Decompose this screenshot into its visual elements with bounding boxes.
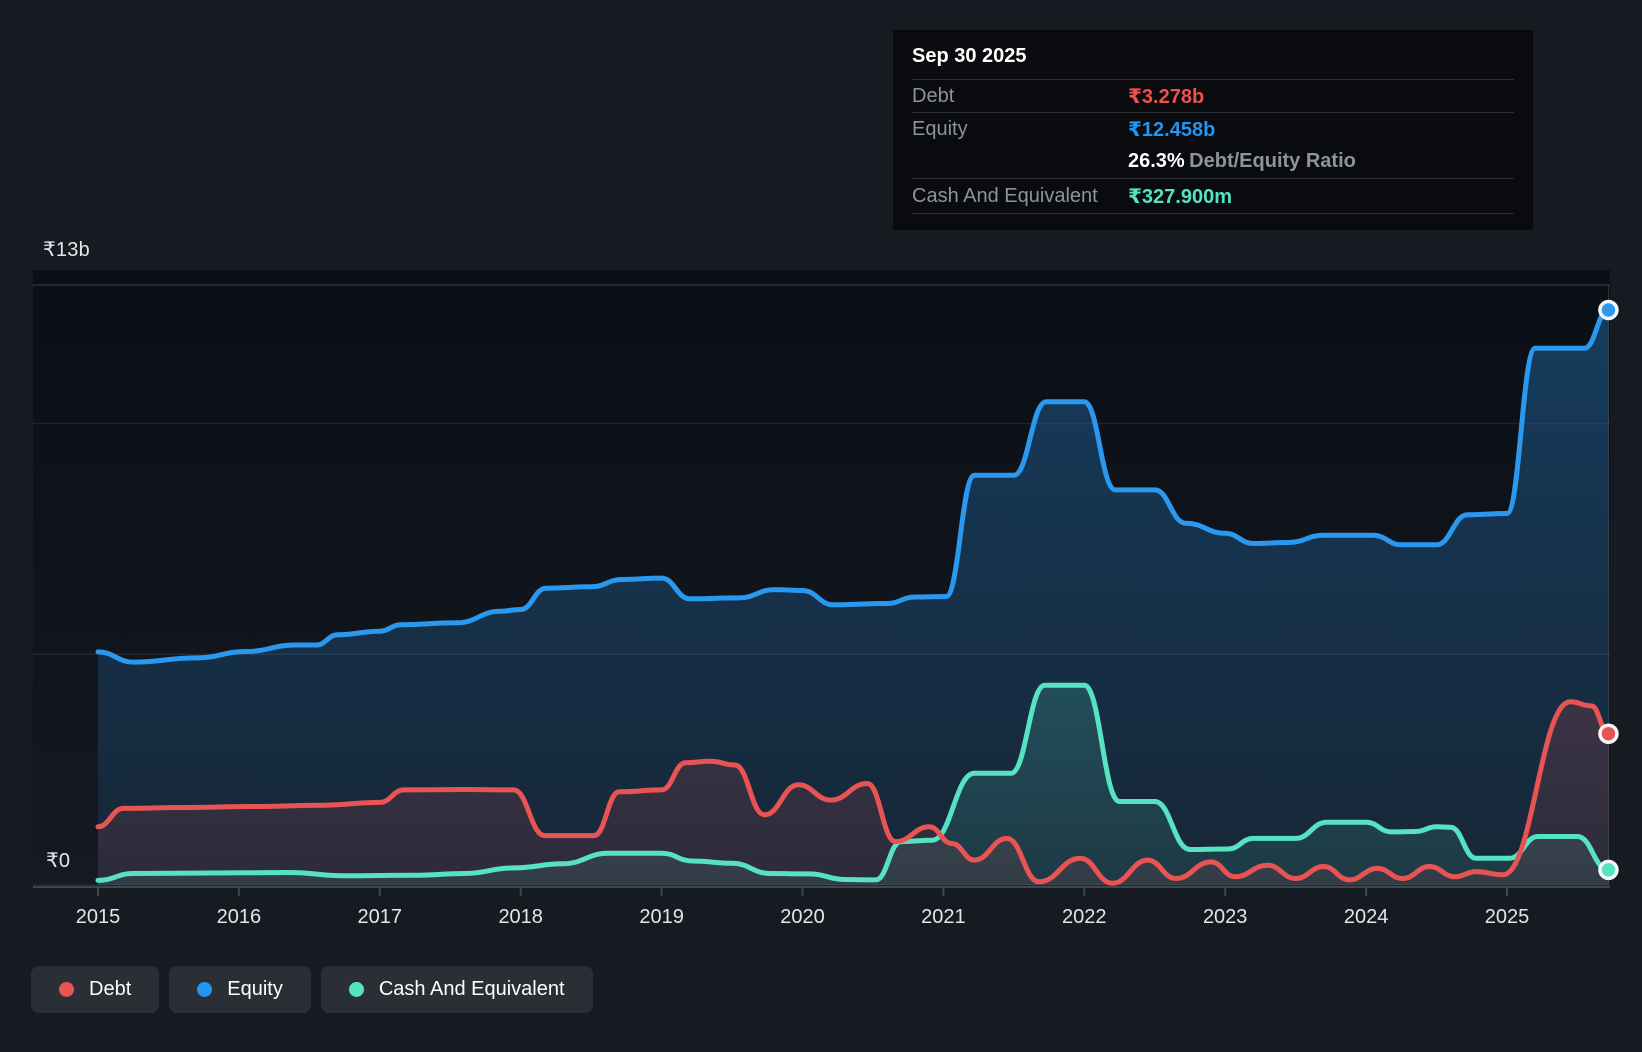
tooltip-cash-label: Cash And Equivalent — [912, 184, 1098, 207]
tooltip-row-cash: Cash And Equivalent ₹327.900m — [912, 178, 1514, 214]
y-axis-zero-label: ₹0 — [46, 850, 71, 872]
y-axis-max-label: ₹13b — [43, 239, 90, 261]
tooltip-equity-label: Equity — [912, 117, 968, 140]
tooltip-row-ratio: 26.3% Debt/Equity Ratio — [912, 145, 1514, 178]
x-axis-label-2019: 2019 — [639, 906, 684, 928]
x-axis-label-2022: 2022 — [1062, 906, 1107, 928]
x-axis-label-2023: 2023 — [1202, 906, 1248, 928]
cash-dot-icon — [348, 982, 364, 997]
tooltip-ratio-value: 26.3% — [1128, 150, 1185, 172]
tooltip-row-equity: Equity ₹12.458b — [912, 112, 1514, 145]
tooltip-ratio: 26.3% Debt/Equity Ratio — [1128, 150, 1514, 173]
cash-endpoint-marker — [1598, 859, 1619, 881]
legend-equity-label: Equity — [227, 978, 283, 1000]
x-axis-label-2024: 2024 — [1343, 906, 1389, 928]
legend-toggle-equity[interactable]: Equity — [169, 966, 311, 1013]
tooltip-equity-value: ₹12.458b — [1128, 118, 1216, 141]
tooltip-debt-label: Debt — [912, 84, 955, 107]
legend-toggle-cash[interactable]: Cash And Equivalent — [320, 966, 593, 1013]
x-axis-label-2016: 2016 — [216, 906, 262, 928]
chart-legend: Debt Equity Cash And Equivalent — [31, 966, 593, 1013]
tooltip-row-debt: Debt ₹3.278b — [912, 79, 1514, 112]
legend-debt-label: Debt — [89, 978, 132, 1000]
x-axis-label-2021: 2021 — [921, 906, 966, 928]
debt-endpoint-marker — [1598, 723, 1619, 744]
x-axis-label-2025: 2025 — [1484, 906, 1530, 928]
equity-endpoint-marker — [1598, 299, 1619, 321]
x-axis-label-2015: 2015 — [75, 906, 121, 928]
equity-dot-icon — [197, 982, 213, 997]
tooltip-ratio-label: Debt/Equity Ratio — [1189, 150, 1356, 172]
x-axis-label-2017: 2017 — [357, 906, 403, 928]
x-axis-label-2018: 2018 — [498, 906, 543, 928]
tooltip-date: Sep 30 2025 — [912, 45, 1027, 67]
debt-dot-icon — [59, 982, 74, 997]
tooltip-cash-value: ₹327.900m — [1128, 185, 1232, 208]
tooltip-debt-value: ₹3.278b — [1128, 85, 1205, 108]
chart-tooltip: Sep 30 2025 Debt ₹3.278b Equity ₹12.458b… — [893, 30, 1533, 230]
x-axis-label-2020: 2020 — [780, 906, 825, 928]
legend-toggle-debt[interactable]: Debt — [31, 966, 160, 1013]
legend-cash-label: Cash And Equivalent — [378, 978, 565, 1000]
